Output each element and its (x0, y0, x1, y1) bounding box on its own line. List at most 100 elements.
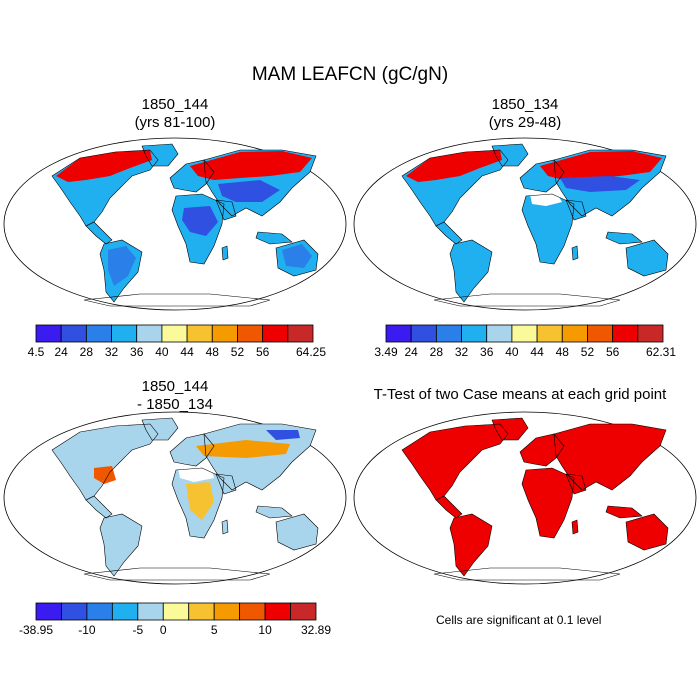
land-australia (626, 514, 668, 550)
coast-madagascar (221, 519, 229, 535)
coast-antarctica (433, 293, 621, 307)
coast-north-america (51, 149, 159, 227)
coast-africa (521, 193, 575, 265)
significance-note: Cells are significant at 0.1 level (436, 613, 602, 627)
colorbar-label: 36 (130, 345, 144, 359)
coast-central-america (435, 221, 463, 245)
coast-north-america (401, 423, 509, 501)
colorbar-swatch (287, 324, 314, 343)
land-madagascar (222, 520, 228, 534)
field-tropical-africa (182, 206, 218, 236)
coast-greenland (491, 417, 529, 441)
colorbar-label: -10 (78, 623, 96, 637)
colorbar-swatch (435, 324, 462, 343)
colorbar-swatch (60, 324, 87, 343)
colorbar-label: -38.95 (19, 623, 53, 637)
colorbar-label: 36 (480, 345, 494, 359)
coast-north-america (401, 149, 509, 227)
colorbar-swatch (213, 602, 241, 621)
coast-arabia (215, 473, 237, 495)
colorbar-label: 10 (258, 623, 272, 637)
coast-antarctica (83, 293, 271, 307)
land-fill (402, 418, 668, 576)
coast-africa (521, 467, 575, 539)
coast-greenland (141, 417, 179, 441)
coast-south-america (449, 239, 493, 303)
coast-asia (203, 149, 317, 217)
colorbar-swatch (35, 324, 62, 343)
coast-madagascar (571, 519, 579, 535)
colorbar-label: 3.49 (374, 345, 398, 359)
colorbar-label: 48 (206, 345, 220, 359)
coast-arabia (215, 199, 237, 221)
coast-greenland (141, 143, 179, 167)
coast-madagascar (571, 245, 579, 261)
panel-1-case: 1850_144 (141, 96, 209, 113)
land-central-america (86, 222, 112, 244)
field-north-asia-band (560, 176, 640, 192)
land-south-america (100, 514, 142, 576)
coast-indonesia (605, 231, 643, 245)
field-central-asia (218, 180, 280, 202)
coast-antarctica (83, 567, 271, 581)
colorbar-label: -5 (132, 623, 143, 637)
land-australia (626, 240, 668, 276)
coast-africa (171, 193, 225, 265)
coast-europe (169, 159, 215, 193)
colorbar-swatch (587, 324, 614, 343)
colorbar-swatch (211, 324, 238, 343)
colorbar-swatch (486, 324, 513, 343)
land-north-america (402, 424, 508, 500)
field-sahara-gap (178, 466, 214, 482)
coast-antarctica (433, 567, 621, 581)
panel-3-subtract: - 1850_134 (137, 396, 213, 413)
colorbar-label: 5 (211, 623, 218, 637)
panel-2-title: 1850_134 (yrs 29-48) (410, 96, 640, 132)
land-madagascar (572, 520, 578, 534)
colorbar-swatch (137, 602, 164, 621)
coast-south-america (99, 239, 143, 303)
colorbar-label: 52 (581, 345, 595, 359)
land-europe (170, 434, 214, 466)
colorbar-label: 52 (231, 345, 245, 359)
land-africa (522, 468, 574, 538)
colorbar-panel-2: 3.49 24 28 32 36 40 44 48 52 56 62.31 (374, 324, 676, 359)
colorbar-swatch (186, 324, 213, 343)
colorbar-swatch (136, 324, 163, 343)
panel-3-case: 1850_144 (141, 378, 209, 395)
field-boreal-eurasia (540, 151, 662, 180)
colorbar-swatch (161, 324, 188, 343)
land-europe (520, 434, 564, 466)
field-africa-positive (186, 482, 214, 520)
colorbar-swatch (410, 324, 437, 343)
colorbar-label: 28 (430, 345, 444, 359)
colorbar-swatch (35, 602, 62, 621)
colorbar-swatch (461, 324, 488, 343)
coast-indonesia (255, 505, 293, 519)
land-asia (204, 424, 316, 490)
colorbar-swatch (511, 324, 538, 343)
land-africa (522, 194, 574, 264)
map-panel-1 (3, 137, 347, 311)
colorbar-label: 44 (530, 345, 544, 359)
land-north-america (52, 424, 158, 500)
coast-indonesia (255, 231, 293, 245)
colorbar-swatch (237, 324, 264, 343)
panel-3-title: 1850_144 - 1850_134 (60, 378, 290, 414)
colorbar-swatch (262, 324, 289, 343)
colorbar-label: 64.25 (296, 345, 326, 359)
colorbar-label: 28 (80, 345, 94, 359)
land-madagascar (222, 246, 228, 260)
field-south-america-core (108, 246, 136, 286)
colorbar-swatch (239, 602, 266, 621)
colorbar-swatch (86, 602, 113, 621)
land-asia (554, 424, 666, 490)
colorbar-swatch (61, 602, 88, 621)
coast-europe (519, 159, 565, 193)
land-australia (276, 514, 318, 550)
colorbar-swatch (111, 602, 139, 621)
coast-central-america (85, 495, 113, 519)
colorbar-swatch (162, 602, 190, 621)
panel-1-years: (yrs 81-100) (134, 114, 216, 131)
panel-1-title: 1850_144 (yrs 81-100) (60, 96, 290, 132)
